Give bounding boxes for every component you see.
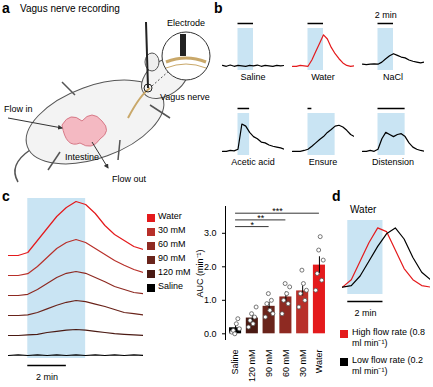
html-text:b: b xyxy=(214,0,223,16)
svg-text:3.0: 3.0 xyxy=(204,228,217,238)
html-text:30 mM: 30 mM xyxy=(158,225,186,235)
svg-text:1.0: 1.0 xyxy=(204,295,217,305)
svg-text:Saline: Saline xyxy=(230,350,240,375)
svg-text:Flow out: Flow out xyxy=(112,174,147,184)
html-text:c: c xyxy=(2,188,10,204)
svg-text:2 min: 2 min xyxy=(354,308,376,318)
html-text:Water: Water xyxy=(158,211,182,221)
svg-text:Flow in: Flow in xyxy=(4,104,33,114)
svg-text:Vagus nerve: Vagus nerve xyxy=(160,92,210,102)
svg-text:2 min: 2 min xyxy=(375,10,397,20)
html-text:Low flow rate (0.2 ml min⁻¹): Low flow rate (0.2 ml min⁻¹) xyxy=(352,355,423,376)
svg-text:2.0: 2.0 xyxy=(204,262,217,272)
svg-text:120 mM: 120 mM xyxy=(247,350,257,383)
svg-text:Water: Water xyxy=(314,350,324,374)
svg-text:Vagus nerve recording: Vagus nerve recording xyxy=(20,3,120,14)
svg-text:0.0: 0.0 xyxy=(204,329,217,339)
html-text:Water: Water xyxy=(311,72,335,82)
html-text:Acetic acid: Acetic acid xyxy=(231,157,275,167)
svg-text:90 mM: 90 mM xyxy=(264,350,274,378)
svg-text:AUC (min⁻¹): AUC (min⁻¹) xyxy=(195,250,205,298)
svg-text:***: *** xyxy=(272,206,283,216)
html-text:90 mM: 90 mM xyxy=(158,253,186,263)
html-text:60 mM: 60 mM xyxy=(158,239,186,249)
html-text:Distension: Distension xyxy=(372,157,414,167)
html-text:Saline: Saline xyxy=(158,281,183,291)
svg-text:Intestine: Intestine xyxy=(65,152,99,162)
svg-text:2 min: 2 min xyxy=(36,372,58,382)
html-text:NaCl: NaCl xyxy=(383,72,403,82)
html-text:Saline: Saline xyxy=(240,72,266,82)
svg-text:30 mM: 30 mM xyxy=(298,350,308,378)
html-text:d: d xyxy=(332,188,341,204)
svg-text:**: ** xyxy=(257,213,265,223)
html-text:Ensure: Ensure xyxy=(308,157,338,167)
svg-text:60 mM: 60 mM xyxy=(281,350,291,378)
html-text:Water: Water xyxy=(350,204,377,215)
html-text:High flow rate (0.8 ml min⁻¹): High flow rate (0.8 ml min⁻¹) xyxy=(352,327,425,348)
html-text:120 mM: 120 mM xyxy=(158,267,191,277)
svg-text:*: * xyxy=(251,220,255,230)
html-text:a: a xyxy=(2,0,10,16)
svg-text:Electrode: Electrode xyxy=(167,18,205,28)
